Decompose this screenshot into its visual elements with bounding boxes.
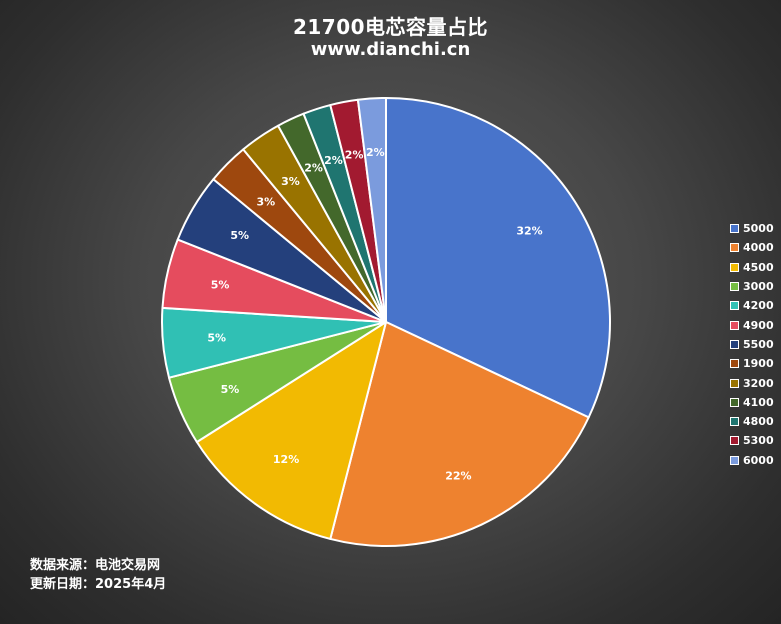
slice-label-4200: 5% <box>207 331 226 344</box>
legend-swatch-5000 <box>730 224 739 234</box>
legend-swatch-4900 <box>730 320 739 330</box>
legend-item-5500: 5500 <box>730 335 780 354</box>
date-line: 更新日期： 2025年4月 <box>30 575 166 594</box>
slice-label-4100: 2% <box>304 162 323 175</box>
legend-label-4900: 4900 <box>743 318 774 332</box>
legend-item-6000: 6000 <box>730 451 780 470</box>
pie-slice-4000 <box>329 321 590 547</box>
slice-label-4500: 12% <box>273 453 299 466</box>
slice-label-3000: 5% <box>221 383 240 396</box>
legend-item-3000: 3000 <box>730 277 780 296</box>
legend-swatch-5300 <box>730 436 739 446</box>
legend-swatch-3000 <box>730 282 739 292</box>
slice-label-4900: 5% <box>211 278 230 291</box>
source-label: 数据来源： <box>30 558 96 573</box>
legend-label-4200: 4200 <box>743 299 774 313</box>
chart-title: 21700电芯容量占比 <box>292 15 489 39</box>
chart-legend: 5000 4000 4500 3000 4200 4900 5500 1900 3200 4100… <box>730 219 780 470</box>
slice-label-5300: 2% <box>345 149 364 162</box>
legend-item-4100: 4100 <box>730 393 780 412</box>
legend-swatch-5500 <box>730 339 739 349</box>
legend-label-5300: 5300 <box>743 434 774 448</box>
legend-label-4000: 4000 <box>743 241 774 255</box>
legend-item-5300: 5300 <box>730 431 780 450</box>
legend-swatch-4100 <box>730 397 739 407</box>
legend-label-3000: 3000 <box>743 280 774 294</box>
slice-label-6000: 2% <box>366 146 385 159</box>
legend-item-4200: 4200 <box>730 296 780 315</box>
source-value: 电池交易网 <box>95 558 161 573</box>
legend-label-4800: 4800 <box>743 415 774 429</box>
legend-swatch-4800 <box>730 417 739 427</box>
legend-swatch-4000 <box>730 243 739 253</box>
legend-label-5000: 5000 <box>743 222 774 236</box>
slice-label-4800: 2% <box>324 154 343 167</box>
legend-label-1900: 1900 <box>743 357 774 371</box>
legend-label-5500: 5500 <box>743 337 774 351</box>
pie-slice-5000 <box>385 97 611 419</box>
legend-item-4500: 4500 <box>730 258 780 277</box>
legend-swatch-4200 <box>730 301 739 311</box>
legend-swatch-4500 <box>730 262 739 272</box>
legend-item-5000: 5000 <box>730 219 780 238</box>
legend-item-4900: 4900 <box>730 315 780 334</box>
slice-label-5500: 5% <box>230 229 249 242</box>
slice-label-3200: 3% <box>281 175 300 188</box>
legend-item-1900: 1900 <box>730 354 780 373</box>
legend-label-4500: 4500 <box>743 260 774 274</box>
legend-item-4800: 4800 <box>730 412 780 431</box>
slice-label-5000: 32% <box>516 224 542 237</box>
chart-subtitle: www.dianchi.cn <box>310 39 471 60</box>
legend-swatch-6000 <box>730 455 739 465</box>
source-line: 数据来源： 电池交易网 <box>30 556 166 575</box>
date-label: 更新日期： <box>30 577 96 592</box>
chart-footer: 数据来源： 电池交易网 更新日期： 2025年4月 <box>30 556 166 594</box>
legend-label-6000: 6000 <box>743 453 774 467</box>
legend-swatch-1900 <box>730 359 739 369</box>
pie-slice-6000 <box>356 97 387 323</box>
legend-label-3200: 3200 <box>743 376 774 390</box>
slice-label-4000: 22% <box>445 469 471 482</box>
legend-label-4100: 4100 <box>743 395 774 409</box>
pie-slice-4500 <box>195 321 387 540</box>
slice-label-1900: 3% <box>256 195 275 208</box>
legend-item-4000: 4000 <box>730 238 780 257</box>
legend-swatch-3200 <box>730 378 739 388</box>
legend-item-3200: 3200 <box>730 373 780 392</box>
date-value: 2025年4月 <box>95 577 167 592</box>
